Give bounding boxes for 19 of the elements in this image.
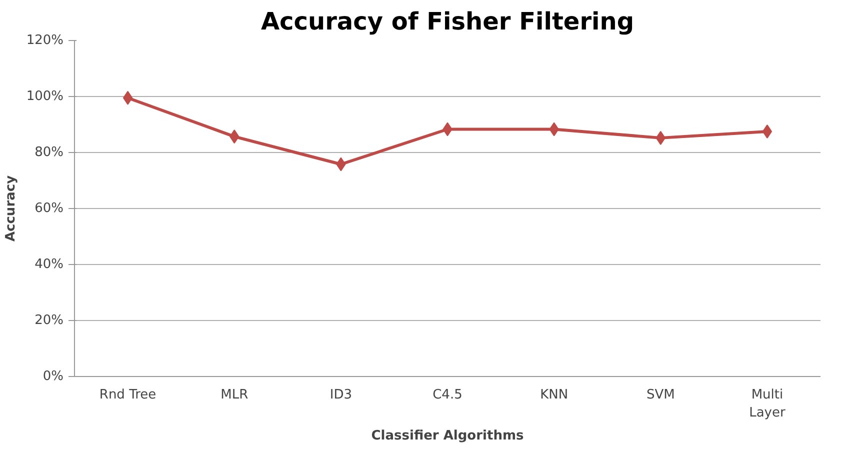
y-tick-label: 20% [34, 313, 64, 328]
chart-title: Accuracy of Fisher Filtering [260, 8, 634, 36]
x-tick-label: Rnd Tree [99, 388, 156, 402]
x-tick-label: Multi Layer [749, 388, 786, 420]
y-tick-label: 100% [26, 89, 64, 104]
y-tick-label: 80% [34, 145, 64, 160]
y-axis-title: Accuracy [3, 174, 18, 242]
x-tick-label: KNN [540, 388, 568, 402]
x-axis-title: Classifier Algorithms [371, 428, 524, 444]
x-tick-label: SVM [646, 388, 675, 402]
y-tick-label: 40% [34, 257, 64, 272]
point [762, 124, 772, 138]
y-tick-label: 60% [34, 201, 64, 216]
y-tick-label: 120% [26, 33, 64, 48]
x-tick-label: MLR [220, 388, 248, 402]
point [122, 90, 133, 105]
y-tick-label: 0% [42, 369, 64, 384]
x-tick-label: ID3 [330, 388, 352, 402]
x-tick-label: C4.5 [432, 388, 462, 402]
